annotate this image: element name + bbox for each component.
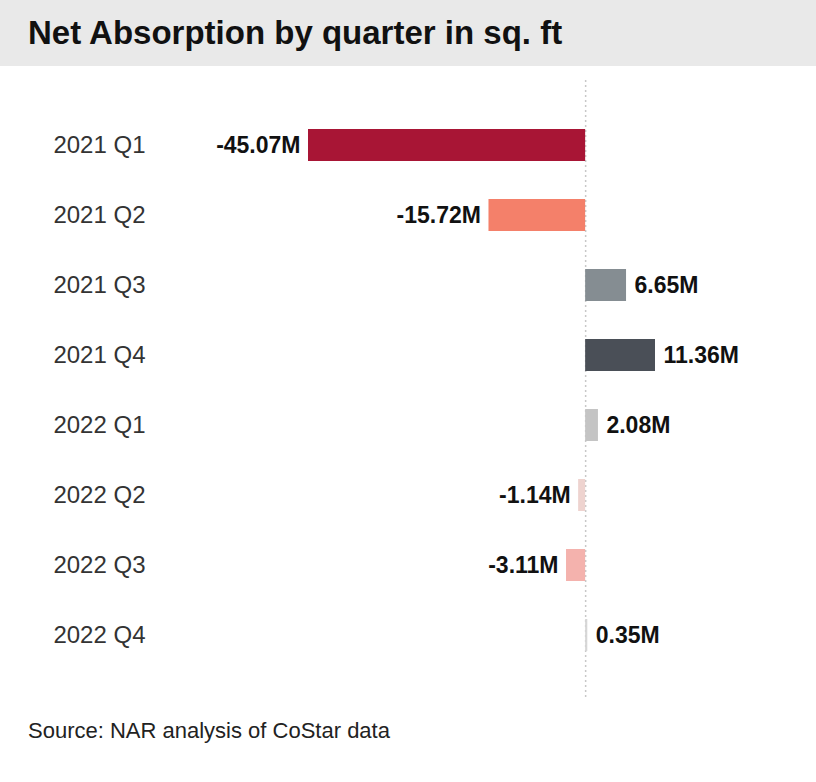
svg-text:2021 Q3: 2021 Q3 bbox=[53, 271, 145, 298]
svg-text:2022 Q4: 2022 Q4 bbox=[53, 621, 145, 648]
svg-text:6.65M: 6.65M bbox=[635, 272, 699, 298]
svg-text:11.36M: 11.36M bbox=[664, 342, 739, 368]
svg-text:2.08M: 2.08M bbox=[606, 412, 670, 438]
html-text:Source: NAR analysis of CoStar: Source: NAR analysis of CoStar data bbox=[28, 718, 390, 743]
svg-text:0.35M: 0.35M bbox=[596, 622, 660, 648]
svg-text:2022 Q2: 2022 Q2 bbox=[53, 481, 145, 508]
svg-text:-15.72M: -15.72M bbox=[397, 202, 481, 228]
svg-text:2022 Q1: 2022 Q1 bbox=[53, 411, 145, 438]
svg-text:2022 Q3: 2022 Q3 bbox=[53, 551, 145, 578]
html-text:Net Absorption by quarter in s: Net Absorption by quarter in sq. ft bbox=[28, 14, 563, 51]
svg-text:2021 Q2: 2021 Q2 bbox=[53, 201, 145, 228]
svg-text:2021 Q1: 2021 Q1 bbox=[53, 131, 145, 158]
svg-text:-1.14M: -1.14M bbox=[499, 482, 571, 508]
svg-text:-45.07M: -45.07M bbox=[216, 132, 300, 158]
svg-text:2021 Q4: 2021 Q4 bbox=[53, 341, 145, 368]
svg-text:-3.11M: -3.11M bbox=[488, 552, 558, 578]
